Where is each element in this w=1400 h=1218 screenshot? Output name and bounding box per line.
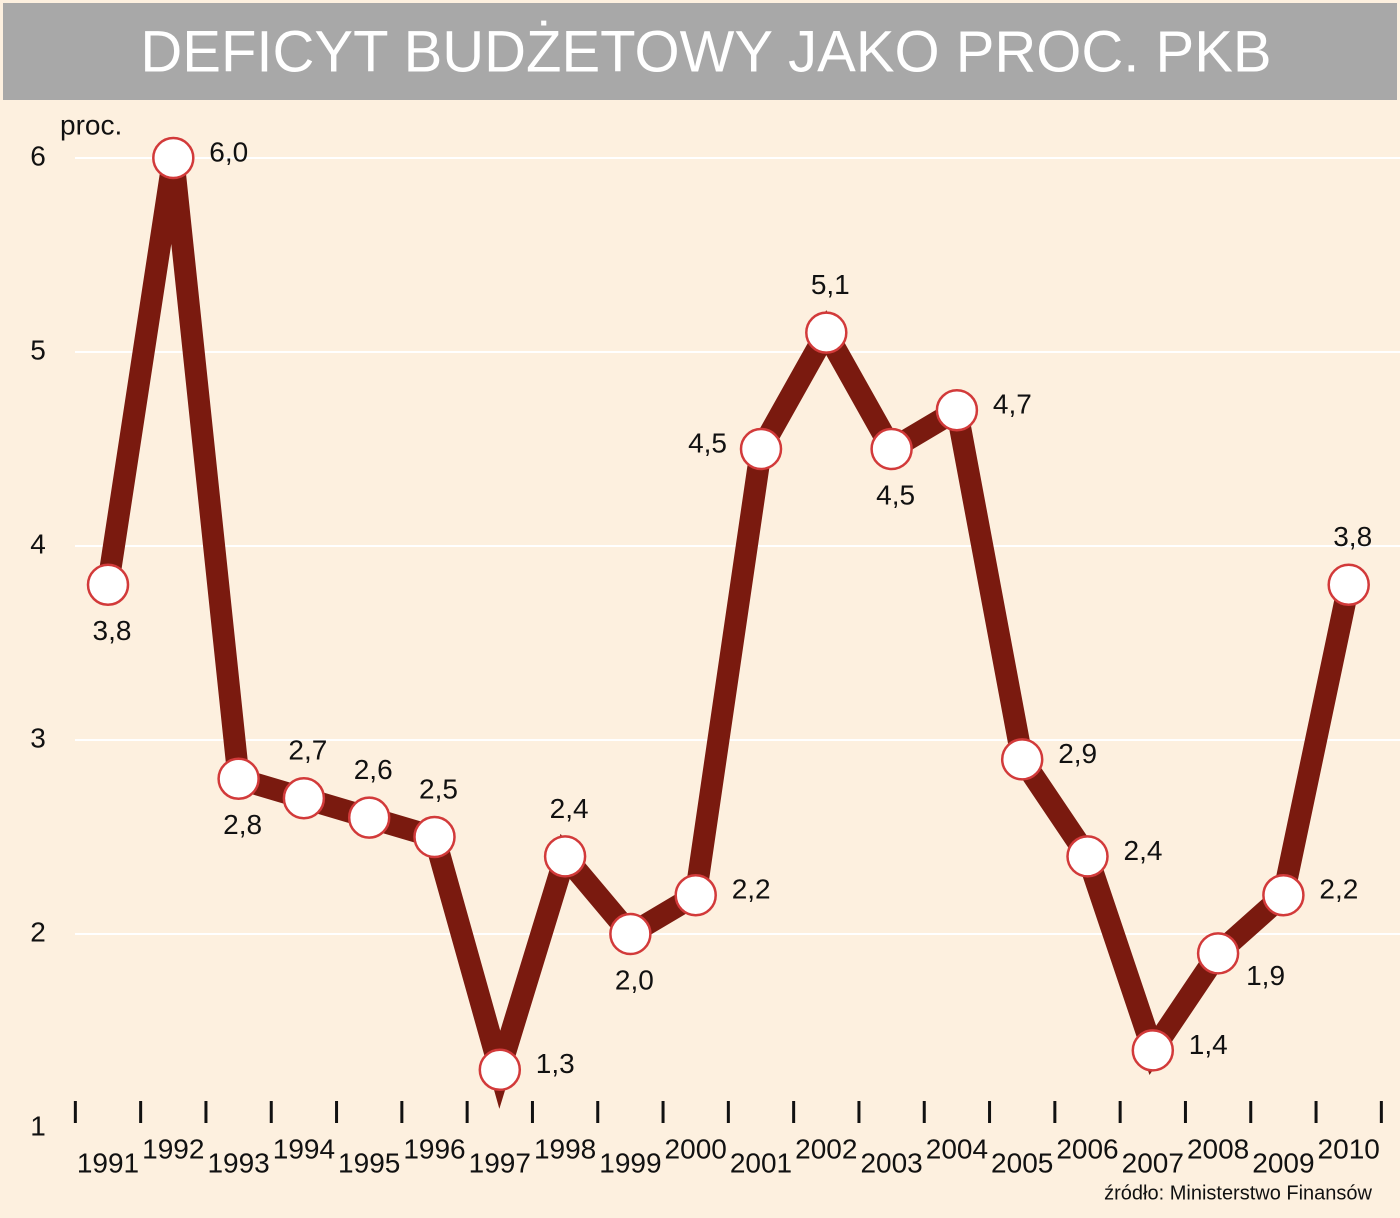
marker: [86, 563, 130, 607]
marker: [217, 757, 260, 801]
x-tick-label: 1998: [534, 1133, 596, 1164]
marker: [1196, 932, 1240, 975]
x-tick-label: 1999: [599, 1147, 661, 1178]
x-tick-label: 2001: [730, 1147, 792, 1178]
x-tick-label: 2007: [1122, 1147, 1184, 1178]
value-label: 4,5: [688, 427, 727, 458]
value-label: 2,4: [550, 793, 589, 824]
marker: [347, 796, 391, 839]
marker: [1131, 1029, 1175, 1072]
value-label: 2,9: [1058, 738, 1097, 769]
x-tick-label: 1992: [142, 1133, 204, 1164]
marker: [674, 873, 717, 917]
y-tick-label: 4: [30, 528, 46, 559]
title-bar: [3, 3, 1397, 100]
marker: [739, 427, 783, 471]
marker: [870, 427, 913, 471]
marker: [413, 815, 456, 859]
y-tick-label: 1: [30, 1110, 46, 1141]
marker: [1000, 738, 1044, 781]
value-label: 4,5: [876, 479, 915, 510]
x-tick-label: 1991: [77, 1147, 139, 1178]
value-label: 4,7: [993, 389, 1032, 420]
marker: [1262, 873, 1305, 917]
value-label: 2,7: [288, 735, 327, 766]
x-tick-label: 2006: [1056, 1133, 1118, 1164]
marker: [1066, 835, 1109, 878]
chart-title: DEFICYT BUDŻETOWY JAKO PROC. PKB: [140, 19, 1271, 84]
value-label: 1,3: [536, 1048, 575, 1079]
x-tick-label: 1993: [207, 1147, 269, 1178]
x-tick-label: 2010: [1318, 1133, 1380, 1164]
marker: [1327, 563, 1370, 607]
value-label: 2,4: [1124, 835, 1163, 866]
x-tick-label: 1996: [403, 1133, 465, 1164]
value-label: 6,0: [209, 136, 248, 167]
value-label: 2,2: [732, 874, 771, 905]
marker: [152, 136, 195, 180]
x-tick-label: 2000: [665, 1133, 727, 1164]
value-label: 1,9: [1246, 960, 1285, 991]
x-tick-label: 1995: [338, 1147, 400, 1178]
x-tick-label: 2002: [795, 1133, 857, 1164]
x-tick-label: 2009: [1252, 1147, 1314, 1178]
value-label: 2,8: [223, 809, 262, 840]
x-tick-label: 2005: [991, 1147, 1053, 1178]
y-tick-label: 3: [30, 722, 46, 753]
value-label: 2,5: [419, 773, 458, 804]
y-axis-label: proc.: [60, 109, 122, 140]
x-tick-label: 1994: [273, 1133, 335, 1164]
x-tick-label: 1997: [469, 1147, 531, 1178]
marker: [282, 776, 326, 820]
y-tick-label: 5: [30, 334, 46, 365]
source: źródło: Ministerstwo Finansów: [1104, 1182, 1372, 1204]
value-label: 1,4: [1189, 1029, 1228, 1060]
y-tick-label: 6: [30, 140, 46, 171]
marker: [805, 311, 848, 354]
x-tick-label: 2008: [1187, 1133, 1249, 1164]
value-label: 3,8: [93, 615, 132, 646]
value-label: 2,2: [1319, 874, 1358, 905]
marker: [543, 835, 587, 878]
x-tick-label: 2003: [860, 1147, 922, 1178]
marker: [609, 912, 652, 956]
y-tick-label: 2: [30, 916, 46, 947]
value-label: 3,8: [1333, 521, 1372, 552]
value-label: 5,1: [811, 269, 850, 300]
value-label: 2,0: [615, 964, 654, 995]
marker: [478, 1048, 522, 1092]
marker: [935, 388, 979, 432]
x-tick-label: 2004: [926, 1133, 988, 1164]
value-label: 2,6: [354, 754, 393, 785]
